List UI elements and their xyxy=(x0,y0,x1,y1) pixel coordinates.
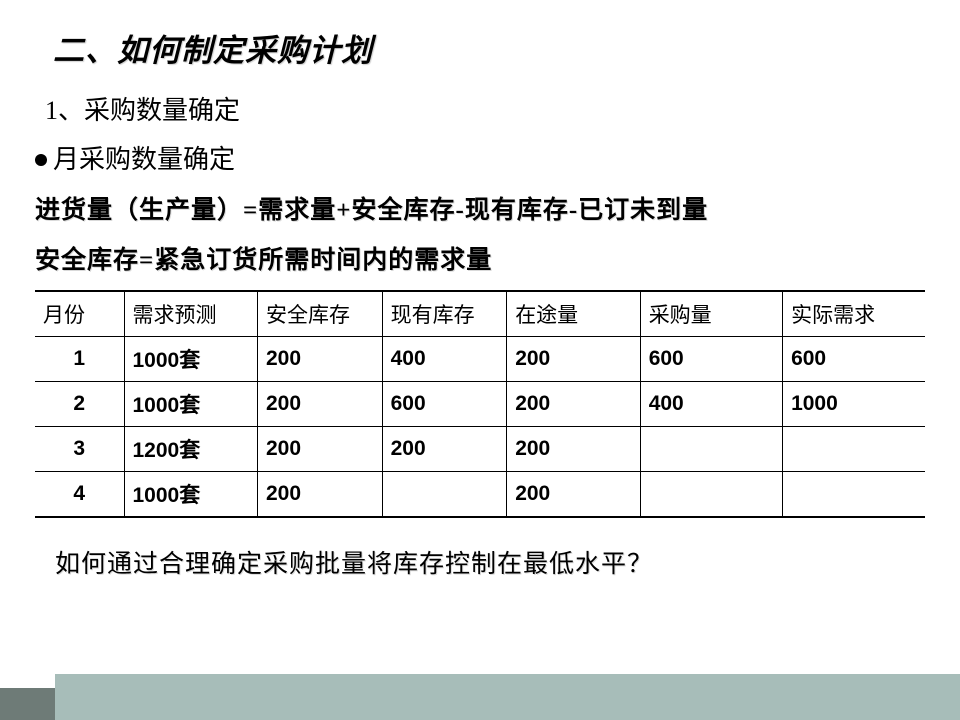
cell: 200 xyxy=(507,472,641,518)
footer-teal xyxy=(0,688,960,720)
cell: 4 xyxy=(35,472,124,518)
cell: 400 xyxy=(640,382,782,427)
cell: 200 xyxy=(258,382,383,427)
formula-2: 安全库存=紧急订货所需时间内的需求量 xyxy=(35,240,925,276)
cell: 1000 xyxy=(783,382,925,427)
table-row: 4 1000套 200 200 xyxy=(35,472,925,518)
cell: 200 xyxy=(258,472,383,518)
footer-teal-top xyxy=(55,674,960,688)
col-actual: 实际需求 xyxy=(783,291,925,337)
col-demand: 需求预测 xyxy=(124,291,258,337)
cell: 200 xyxy=(507,382,641,427)
bullet-icon xyxy=(35,154,47,166)
col-transit: 在途量 xyxy=(507,291,641,337)
cell: 600 xyxy=(382,382,507,427)
table-header-row: 月份 需求预测 安全库存 现有库存 在途量 采购量 实际需求 xyxy=(35,291,925,337)
col-month: 月份 xyxy=(35,291,124,337)
closing-question: 如何通过合理确定采购批量将库存控制在最低水平？ xyxy=(55,544,925,580)
cell: 200 xyxy=(258,337,383,382)
cell: 200 xyxy=(258,427,383,472)
cell xyxy=(783,472,925,518)
cell: 600 xyxy=(783,337,925,382)
table-row: 3 1200套 200 200 200 xyxy=(35,427,925,472)
cell xyxy=(382,472,507,518)
col-safety: 安全库存 xyxy=(258,291,383,337)
col-purchase: 采购量 xyxy=(640,291,782,337)
cell: 3 xyxy=(35,427,124,472)
cell: 2 xyxy=(35,382,124,427)
subsection-number: 1、采购数量确定 xyxy=(45,90,925,127)
cell: 200 xyxy=(507,337,641,382)
cell: 1 xyxy=(35,337,124,382)
cell: 200 xyxy=(507,427,641,472)
footer-decoration xyxy=(0,674,960,720)
formula-1: 进货量（生产量）=需求量+安全库存-现有库存-已订未到量 xyxy=(35,190,925,226)
cell xyxy=(640,427,782,472)
procurement-table: 月份 需求预测 安全库存 现有库存 在途量 采购量 实际需求 1 1000套 2… xyxy=(35,290,925,518)
cell: 200 xyxy=(382,427,507,472)
bullet-text: 月采购数量确定 xyxy=(53,145,235,174)
cell: 600 xyxy=(640,337,782,382)
cell: 1000套 xyxy=(124,337,258,382)
col-stock: 现有库存 xyxy=(382,291,507,337)
table-row: 2 1000套 200 600 200 400 1000 xyxy=(35,382,925,427)
section-title: 二、如何制定采购计划 xyxy=(53,25,925,70)
cell: 400 xyxy=(382,337,507,382)
cell xyxy=(640,472,782,518)
cell xyxy=(783,427,925,472)
footer-dark xyxy=(0,688,55,720)
slide: 二、如何制定采购计划 1、采购数量确定 月采购数量确定 进货量（生产量）=需求量… xyxy=(0,0,960,720)
cell: 1200套 xyxy=(124,427,258,472)
cell: 1000套 xyxy=(124,382,258,427)
cell: 1000套 xyxy=(124,472,258,518)
table-row: 1 1000套 200 400 200 600 600 xyxy=(35,337,925,382)
bullet-line: 月采购数量确定 xyxy=(35,139,925,176)
